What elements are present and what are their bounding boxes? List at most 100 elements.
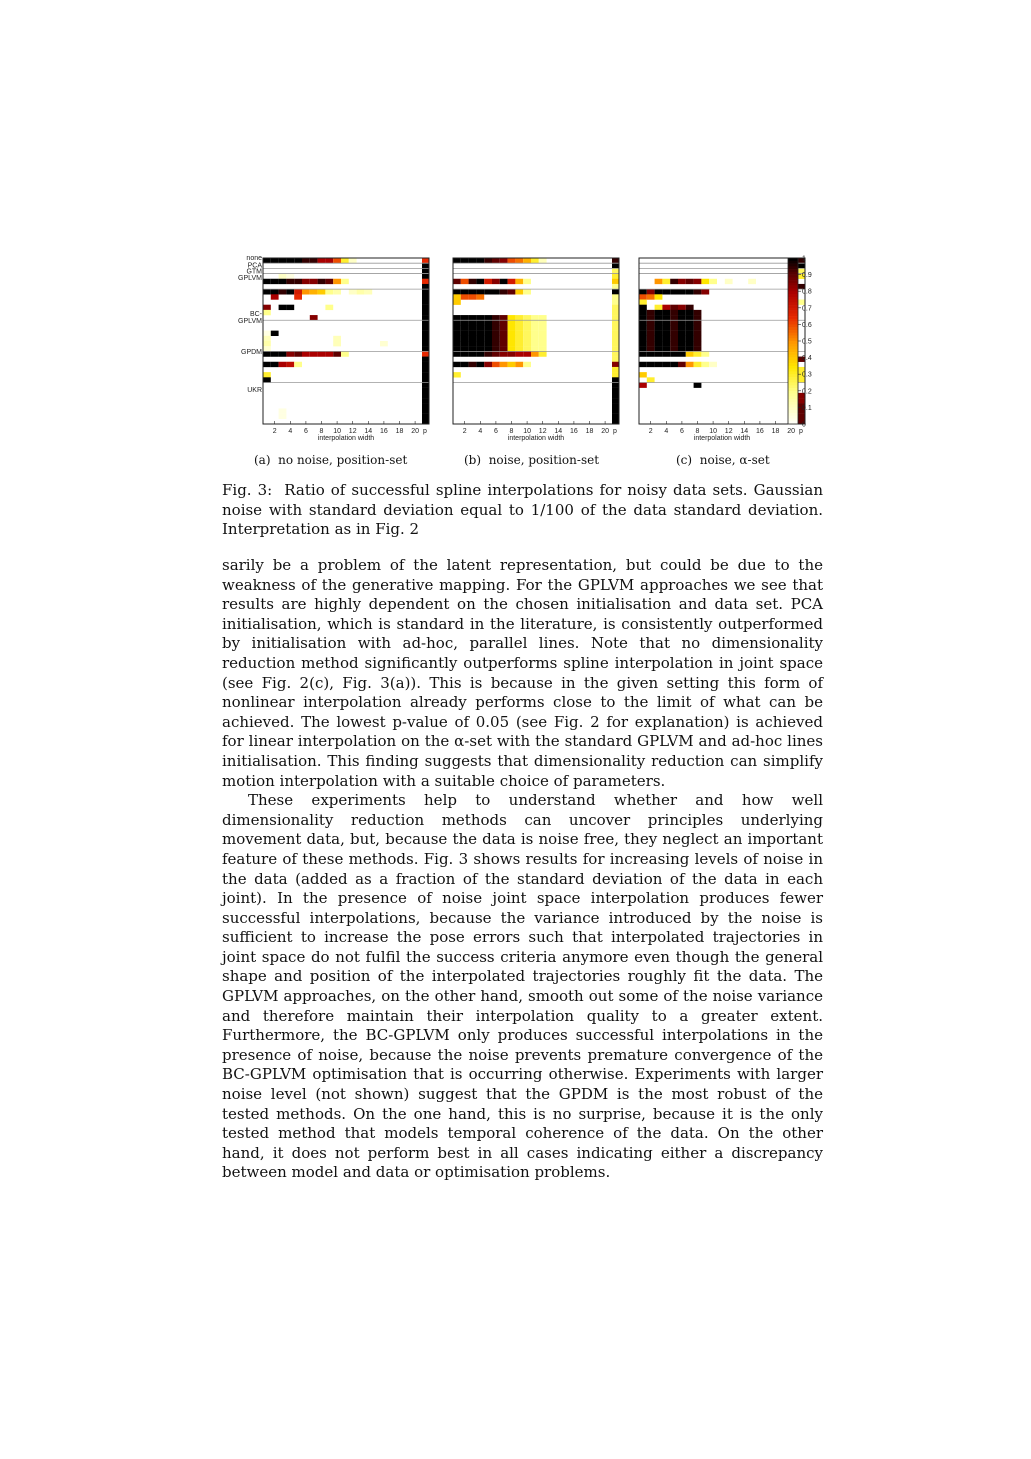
heatmap-cell xyxy=(612,356,619,362)
heatmap-cell xyxy=(515,258,524,264)
heatmap-cell xyxy=(798,273,805,279)
heatmap-cell xyxy=(333,351,341,357)
heatmap-cell xyxy=(270,351,279,357)
heatmap-cell xyxy=(670,341,678,347)
heatmap-cell xyxy=(670,289,678,295)
heatmap-cell xyxy=(798,413,805,420)
heatmap-cell xyxy=(278,351,287,357)
heatmap-cell xyxy=(798,283,805,290)
heatmap-cell xyxy=(646,325,655,331)
heatmap-cell xyxy=(460,361,469,368)
heatmap-cell xyxy=(476,325,485,331)
heatmap-cell xyxy=(325,351,334,357)
heatmap-cell xyxy=(380,341,388,347)
heatmap-cell xyxy=(468,335,477,342)
x-tick-label: 12 xyxy=(539,428,547,435)
heatmap-cell xyxy=(538,325,547,331)
colorbar-segment xyxy=(788,352,798,356)
heatmap-cell xyxy=(453,330,461,337)
heatmap-cell xyxy=(612,268,619,274)
heatmap-cell xyxy=(286,289,295,295)
heatmap-cell xyxy=(693,289,702,295)
heatmap-cell xyxy=(654,304,663,311)
heatmap-cell xyxy=(507,315,516,321)
heatmap-cell xyxy=(278,289,287,295)
method-label: GPLVM xyxy=(238,275,262,282)
heatmap-cell xyxy=(507,278,516,285)
x-tick-label: 8 xyxy=(510,428,514,435)
x-tick-label: 20 xyxy=(787,428,795,435)
heatmap-cell xyxy=(468,294,477,300)
colorbar-segment xyxy=(788,343,798,347)
heatmap-cell xyxy=(678,346,686,352)
heatmap-cell xyxy=(693,382,702,388)
heatmap-cell xyxy=(646,346,655,352)
heatmap-cell xyxy=(492,325,500,331)
heatmap-cell xyxy=(422,283,429,290)
plot-frame xyxy=(262,257,430,425)
heatmap-cell xyxy=(523,330,531,337)
colorbar-segment xyxy=(788,415,798,419)
heatmap-cell xyxy=(468,361,477,368)
heatmap-cell xyxy=(317,278,326,285)
heatmap-cell xyxy=(798,418,805,425)
x-tick-label: 6 xyxy=(494,428,498,435)
heatmap-cell xyxy=(422,351,429,357)
heatmap-cell xyxy=(302,289,310,295)
heatmap-cell xyxy=(453,278,461,285)
heatmap-cell xyxy=(263,335,271,342)
heatmap-cell xyxy=(263,361,271,368)
heatmap-cell xyxy=(639,304,647,311)
heatmap-cell xyxy=(654,346,663,352)
heatmap-cell xyxy=(612,413,619,420)
x-tick-label: 18 xyxy=(396,428,404,435)
x-axis-label: interpolation width xyxy=(694,435,751,442)
heatmap-cell xyxy=(278,273,287,279)
heatmap-cell xyxy=(654,320,663,326)
heatmap-cell xyxy=(286,278,295,285)
heatmap-cell xyxy=(639,299,647,305)
heatmap-cell xyxy=(693,341,702,347)
method-label: none xyxy=(246,255,262,262)
heatmap-cell xyxy=(484,341,492,347)
heatmap-cell xyxy=(484,258,492,264)
colorbar-segment xyxy=(788,401,798,405)
x-tick-label: 4 xyxy=(664,428,668,435)
heatmap-cell xyxy=(612,315,619,321)
colorbar-segment xyxy=(788,296,798,300)
heatmap-cell xyxy=(515,341,524,347)
heatmap-cell xyxy=(639,341,647,347)
colorbar-segment xyxy=(788,316,798,320)
method-label: GPLVM xyxy=(238,318,262,325)
heatmap-cell xyxy=(531,315,539,321)
colorbar-segment xyxy=(788,382,798,386)
heatmap-cell xyxy=(286,351,295,357)
x-tick-label: 20 xyxy=(411,428,419,435)
heatmap-cell xyxy=(468,315,477,321)
colorbar-segment xyxy=(788,293,798,298)
x-tick-label: 10 xyxy=(523,428,531,435)
heatmap-cell xyxy=(278,258,287,264)
heatmap-cell xyxy=(460,320,469,326)
heatmap-cell xyxy=(724,278,733,285)
colorbar-segment xyxy=(788,396,798,400)
heatmap-cell xyxy=(798,299,805,305)
body-text: sarily be a problem of the latent repres… xyxy=(222,556,823,1183)
heatmap-cell xyxy=(709,361,717,368)
heatmap-cell xyxy=(678,351,686,357)
heatmap-cell xyxy=(422,273,429,279)
heatmap-cell xyxy=(507,289,516,295)
heatmap-cell xyxy=(685,304,694,311)
colorbar-segment xyxy=(788,363,798,367)
colorbar-segment xyxy=(788,404,798,408)
heatmap-cell xyxy=(263,341,271,347)
heatmap-cell xyxy=(460,325,469,331)
heatmap-cell xyxy=(670,346,678,352)
heatmap-cell xyxy=(460,346,469,352)
heatmap-cell xyxy=(484,320,492,326)
heatmap-panel-b: 2 4 6 8 10 12 14 16 18 20 p interpolation width xyxy=(452,257,620,442)
colorbar-segment xyxy=(788,379,798,383)
heatmap-cell xyxy=(468,325,477,331)
colorbar-segment xyxy=(788,385,798,389)
heatmap-cell xyxy=(263,377,271,383)
